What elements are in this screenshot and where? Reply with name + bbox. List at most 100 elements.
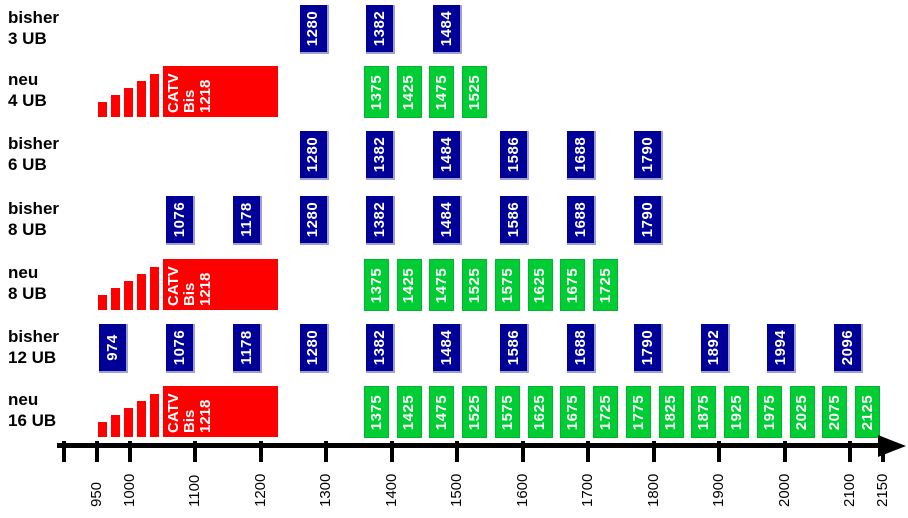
row-label-line: 8 UB — [8, 220, 47, 239]
axis-tick-label: 1000 — [120, 473, 138, 507]
channel-box: 2125 — [855, 386, 881, 438]
channel-frequency-label: 1688 — [571, 329, 589, 366]
row-label-bisher-6ub: bisher 6 UB — [8, 133, 59, 175]
channel-frequency-label: 1475 — [433, 267, 451, 303]
channel-frequency-label: 1575 — [498, 267, 516, 303]
catv-stair-bar — [150, 74, 159, 117]
channel-frequency-label: 1076 — [171, 201, 189, 238]
row-label-bisher-3ub: bisher 3 UB — [8, 7, 59, 49]
axis-tick-label: 1500 — [448, 473, 466, 507]
channel-frequency-label: 1586 — [505, 329, 523, 366]
catv-stair-bar — [124, 281, 133, 310]
axis-tick-label: 2150 — [874, 473, 891, 507]
catv-stair-bar — [137, 401, 146, 437]
axis-tick-label: 1800 — [644, 473, 662, 507]
channel-frequency-label: 1280 — [304, 201, 322, 238]
channel-frequency-label: 1178 — [237, 202, 255, 237]
channel-frequency-label: 1382 — [371, 10, 389, 47]
channel-frequency-label: 1484 — [438, 10, 456, 47]
channel-box: 1625 — [527, 259, 553, 311]
axis-line — [57, 443, 888, 448]
channel-frequency-label: 1475 — [433, 394, 451, 430]
channel-frequency-label: 1625 — [531, 394, 549, 430]
catv-stair-bar — [111, 95, 120, 117]
catv-stair-bar — [137, 81, 146, 117]
row-label-line: bisher — [8, 8, 60, 27]
catv-label-line: 1218 — [196, 272, 214, 306]
channel-box: 1525 — [462, 386, 488, 438]
channel-box: 1280 — [299, 196, 329, 245]
axis-tick-label: 1100 — [186, 474, 204, 507]
channel-frequency-label: 2125 — [859, 394, 877, 430]
channel-frequency-label: 1280 — [304, 10, 322, 47]
channel-frequency-label: 1375 — [367, 74, 385, 110]
channel-box: 1484 — [433, 324, 463, 373]
catv-block-label: CATV Bis 1218 — [165, 393, 214, 433]
axis-tick — [62, 441, 67, 462]
channel-box: 1382 — [366, 5, 396, 54]
channel-box: 1675 — [560, 259, 586, 311]
channel-box: 974 — [99, 324, 129, 373]
channel-box: 1280 — [299, 324, 329, 373]
catv-label-line: Bis — [180, 282, 198, 306]
axis-tick — [651, 441, 656, 462]
channel-frequency-label: 1892 — [705, 329, 723, 366]
channel-frequency-label: 1675 — [564, 394, 582, 430]
axis-tick-label: 1400 — [382, 473, 400, 507]
channel-box: 1725 — [593, 259, 619, 311]
catv-stair-bar — [111, 415, 120, 437]
channel-box: 1178 — [232, 324, 262, 373]
catv-label-line: CATV — [164, 73, 182, 113]
row-label-line: 12 UB — [8, 348, 57, 367]
channel-box: 1875 — [691, 386, 717, 438]
channel-frequency-label: 1280 — [304, 329, 322, 366]
axis-tick-label: 1700 — [579, 473, 597, 507]
catv-stair-bar — [137, 274, 146, 310]
channel-box: 1484 — [433, 196, 463, 245]
channel-box: 1375 — [363, 66, 389, 118]
axis-tick-label: 1200 — [251, 473, 269, 507]
channel-box: 1688 — [566, 196, 596, 245]
channel-box: 1425 — [396, 66, 422, 118]
row-label-line: neu — [8, 390, 39, 409]
row-label-bisher-8ub: bisher 8 UB — [8, 198, 59, 240]
channel-box: 1382 — [366, 131, 396, 180]
row-label-line: 4 UB — [8, 91, 47, 110]
channel-frequency-label: 1586 — [505, 136, 523, 173]
row-label-neu-4ub: neu 4 UB — [8, 69, 47, 111]
channel-frequency-label: 1382 — [371, 329, 389, 366]
row-label-line: neu — [8, 263, 39, 282]
axis-tick — [881, 441, 885, 462]
channel-frequency-label: 1076 — [171, 329, 189, 366]
axis-tick-label: 1600 — [513, 473, 531, 507]
channel-box: 1994 — [767, 324, 797, 373]
catv-block-label: CATV Bis 1218 — [164, 73, 214, 113]
channel-frequency-label: 2025 — [793, 394, 811, 430]
axis-tick — [127, 441, 132, 462]
catv-stair-bar — [150, 267, 159, 310]
channel-box: 1425 — [396, 259, 422, 311]
axis-tick — [455, 441, 460, 462]
catv-stair-bar — [124, 88, 133, 117]
catv-label-line: CATV — [164, 266, 182, 306]
channel-frequency-label: 1382 — [371, 201, 389, 238]
catv-stair-bar — [98, 102, 107, 117]
channel-box: 1375 — [363, 259, 389, 311]
axis-tick — [258, 441, 263, 462]
axis-tick — [586, 441, 591, 462]
channel-box: 1725 — [593, 386, 619, 438]
channel-frequency-label: 1425 — [400, 74, 418, 110]
channel-frequency-label: 1725 — [597, 267, 615, 303]
channel-frequency-label: 1575 — [498, 394, 516, 430]
channel-box: 1475 — [429, 386, 455, 438]
axis-tick-label: 950 — [88, 481, 105, 507]
axis-tick-label: 1900 — [710, 473, 728, 507]
catv-label-line: 1218 — [196, 79, 214, 113]
channel-box: 1775 — [625, 386, 651, 438]
row-label-bisher-12ub: bisher 12 UB — [8, 326, 59, 368]
channel-box: 1375 — [363, 386, 389, 438]
axis-tick-label: 2000 — [775, 473, 793, 507]
channel-box: 1475 — [429, 259, 455, 311]
channel-frequency-label: 1525 — [466, 394, 484, 430]
channel-box: 1625 — [527, 386, 553, 438]
